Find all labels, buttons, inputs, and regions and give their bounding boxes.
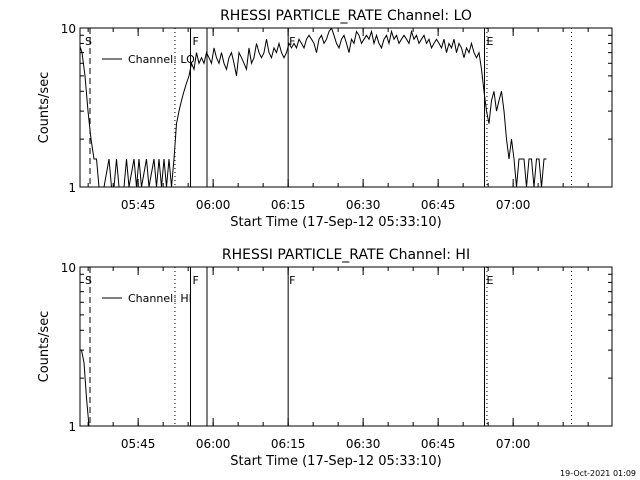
- y-tick-label: 1: [68, 181, 76, 195]
- series-line: [80, 28, 547, 187]
- y-tick-label: 10: [61, 22, 76, 36]
- flag-label: S: [85, 35, 92, 48]
- legend-label: Channel: LO: [128, 53, 195, 66]
- x-tick-label: 05:45: [121, 198, 156, 212]
- x-axis-label: Start Time (17-Sep-12 05:33:10): [230, 215, 441, 230]
- y-tick-label: 10: [61, 261, 76, 275]
- legend-label: Channel: HI: [128, 292, 192, 305]
- x-tick-label: 06:00: [196, 437, 231, 451]
- chart-panel-1: RHESSI PARTICLE_RATE Channel: HI Start Ti…: [37, 247, 613, 469]
- flag-label: F: [289, 274, 295, 287]
- y-axis-label: Counts/sec: [37, 311, 52, 383]
- x-tick-label: 06:30: [346, 437, 381, 451]
- plot-frame: [79, 266, 613, 427]
- series-line: [80, 349, 90, 426]
- plot-frame: [79, 27, 613, 188]
- x-tick-label: 06:45: [421, 437, 456, 451]
- chart-title: RHESSI PARTICLE_RATE Channel: HI: [222, 247, 470, 263]
- chart-title: RHESSI PARTICLE_RATE Channel: LO: [220, 8, 472, 24]
- flag-label: E: [487, 35, 494, 48]
- y-tick-label: 1: [68, 420, 76, 434]
- chart-panel-0: RHESSI PARTICLE_RATE Channel: LO Start Ti…: [37, 8, 613, 230]
- flag-label: F: [193, 274, 199, 287]
- timestamp-label: 19-Oct-2021 01:09: [560, 469, 636, 478]
- y-axis-label: Counts/sec: [37, 72, 52, 144]
- x-tick-label: 07:00: [496, 437, 531, 451]
- flag-label: S: [85, 274, 92, 287]
- x-tick-label: 05:45: [121, 437, 156, 451]
- x-axis-label: Start Time (17-Sep-12 05:33:10): [230, 454, 441, 469]
- x-tick-label: 06:15: [271, 198, 306, 212]
- x-tick-label: 06:30: [346, 198, 381, 212]
- x-tick-label: 06:45: [421, 198, 456, 212]
- x-tick-label: 06:00: [196, 198, 231, 212]
- flag-label: F: [289, 35, 295, 48]
- flag-label: F: [193, 35, 199, 48]
- flag-label: E: [487, 274, 494, 287]
- x-tick-label: 06:15: [271, 437, 306, 451]
- x-tick-label: 07:00: [496, 198, 531, 212]
